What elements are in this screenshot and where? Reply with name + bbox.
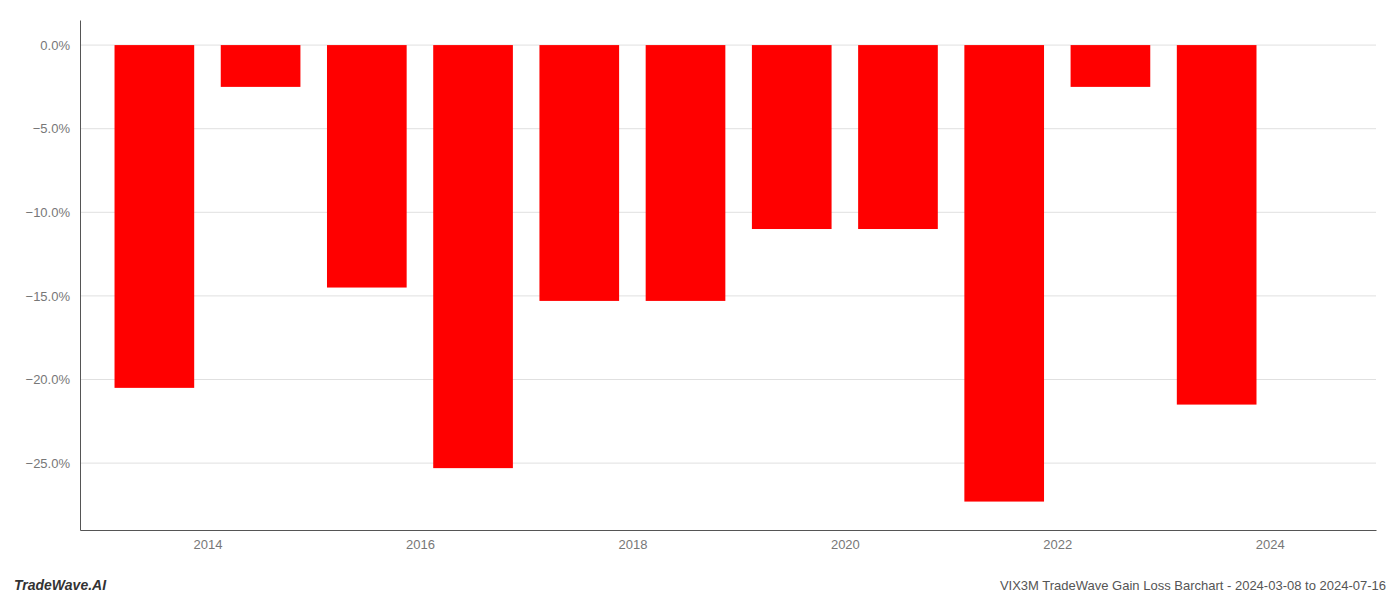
x-tick-label: 2022 xyxy=(1043,537,1072,552)
bar xyxy=(1071,45,1151,87)
y-tick-label: −15.0% xyxy=(26,289,71,304)
x-tick-label: 2020 xyxy=(831,537,860,552)
x-axis: 2014 2016 2018 2020 2022 2024 xyxy=(81,530,1377,552)
y-tick: −10.0% xyxy=(26,205,80,220)
y-tick: −15.0% xyxy=(26,289,80,304)
x-tick: 2014 xyxy=(194,530,223,552)
x-tick: 2016 xyxy=(406,530,435,552)
bar xyxy=(646,45,726,301)
x-axis-line xyxy=(81,530,1377,531)
y-tick-label: −5.0% xyxy=(33,121,71,136)
grid-line xyxy=(80,463,1376,464)
x-tick-label: 2018 xyxy=(618,537,647,552)
x-tick-label: 2024 xyxy=(1256,537,1285,552)
x-tick: 2020 xyxy=(831,530,860,552)
y-tick: −20.0% xyxy=(26,372,80,387)
bar xyxy=(964,45,1044,501)
y-tick: 0.0% xyxy=(40,38,80,53)
footer: TradeWave.AI xyxy=(14,577,107,593)
bar xyxy=(115,45,195,388)
x-tick: 2024 xyxy=(1256,530,1285,552)
y-tick-label: −25.0% xyxy=(26,456,71,471)
y-tick: −25.0% xyxy=(26,456,80,471)
title: VIX3M TradeWave Gain Loss Barchart - 202… xyxy=(1000,578,1386,593)
bar xyxy=(858,45,938,229)
y-tick-label: 0.0% xyxy=(40,38,70,53)
x-tick-label: 2014 xyxy=(194,537,223,552)
bar xyxy=(327,45,407,287)
y-tick-label: −10.0% xyxy=(26,205,71,220)
x-tick: 2022 xyxy=(1043,530,1072,552)
bar xyxy=(539,45,619,301)
y-tick: −5.0% xyxy=(33,121,80,136)
bar xyxy=(221,45,301,87)
bar xyxy=(1177,45,1257,405)
x-tick: 2018 xyxy=(618,530,647,552)
chart: 2014 2016 2018 2020 2022 2024 0.0% −5.0% −10.0% −… xyxy=(0,0,1400,600)
plot: 2014 2016 2018 2020 2022 2024 0.0% −5.0% −10.0% −… xyxy=(26,21,1377,553)
bar xyxy=(433,45,513,468)
grid xyxy=(80,45,1376,463)
y-tick-label: −20.0% xyxy=(26,372,71,387)
x-tick-label: 2016 xyxy=(406,537,435,552)
y-axis: 0.0% −5.0% −10.0% −15.0% −20.0% −25.0% xyxy=(26,21,81,531)
y-axis-line xyxy=(80,21,81,531)
background xyxy=(0,0,1400,600)
bars xyxy=(115,45,1257,501)
bar xyxy=(752,45,832,229)
